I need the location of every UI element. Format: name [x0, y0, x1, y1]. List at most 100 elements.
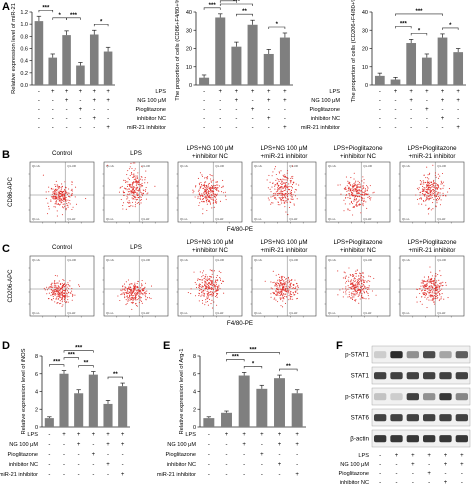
y-tick-label: 30 [186, 28, 192, 34]
flow-event [352, 284, 354, 286]
flow-event [126, 198, 128, 200]
flow-event [363, 297, 365, 299]
flow-event [364, 191, 366, 193]
flow-event [442, 281, 444, 283]
flow-event [282, 285, 284, 287]
flow-event [279, 281, 281, 283]
flow-event [133, 297, 135, 299]
flow-event [367, 288, 369, 291]
flow-event [296, 297, 298, 299]
flow-event [63, 298, 66, 300]
flow-event [139, 203, 141, 205]
condition-symbol: - [442, 125, 444, 131]
flow-event [433, 186, 435, 188]
flow-event [354, 199, 356, 201]
flow-event [61, 214, 63, 216]
y-tick-label: 1.2 [20, 10, 28, 16]
flow-event [66, 290, 69, 292]
flow-event [57, 191, 59, 193]
flow-event [56, 203, 58, 205]
flow-event [120, 294, 122, 296]
flow-event [423, 174, 425, 176]
flow-event [195, 185, 197, 187]
flow-event [45, 191, 47, 193]
flow-event [294, 288, 296, 290]
wb-condition-symbol: - [396, 480, 398, 486]
panel-label-a: A [2, 1, 10, 13]
flow-event [432, 186, 434, 188]
flow-event [136, 299, 138, 301]
flow-event [425, 191, 427, 193]
flow-event [433, 185, 435, 187]
flow-event [355, 204, 357, 206]
condition-symbol: - [66, 116, 68, 122]
flow-event [212, 284, 214, 286]
flow-event [276, 281, 278, 283]
flow-event [351, 189, 353, 192]
flow-event [426, 184, 428, 186]
flow-event [275, 284, 277, 286]
flow-event [362, 185, 364, 187]
flow-event [430, 181, 432, 183]
flow-event [430, 197, 432, 199]
condition-symbol: - [279, 472, 281, 478]
flow-event [54, 196, 56, 198]
flow-event [140, 202, 142, 204]
flow-event [209, 188, 211, 191]
significance-label: * [449, 23, 452, 29]
flow-event [354, 281, 356, 283]
flow-event [345, 186, 347, 188]
significance-label: ** [286, 364, 291, 370]
flow-event [355, 184, 357, 186]
flow-event [277, 201, 279, 203]
flow-event [61, 190, 63, 192]
flow-event [45, 197, 47, 200]
flow-event [430, 299, 432, 301]
flow-event [359, 203, 362, 205]
flow-event [199, 279, 201, 281]
flow-event [286, 191, 288, 193]
flow-event [127, 177, 129, 179]
flow-event [440, 284, 442, 286]
flow-event [142, 192, 144, 194]
quadrant-label: Q1-UL [328, 258, 337, 262]
flow-plot-frame [103, 161, 169, 223]
flow-event [204, 196, 206, 198]
flow-event [436, 295, 438, 297]
flow-event [60, 297, 62, 299]
flow-event [427, 180, 429, 182]
flow-event [281, 279, 283, 281]
flow-event [424, 284, 426, 286]
panel-label-e: E [163, 340, 170, 352]
flow-event [435, 198, 438, 201]
flow-event [358, 302, 360, 304]
condition-symbol: + [77, 442, 81, 448]
flow-event [205, 189, 207, 191]
quadrant-label: Q1-LR [363, 311, 371, 315]
flow-event [367, 295, 369, 297]
flow-event [52, 195, 54, 198]
flow-event [281, 202, 283, 204]
flow-event [356, 273, 358, 275]
flow-event [281, 287, 283, 289]
flow-event [142, 185, 144, 187]
flow-event [141, 279, 143, 282]
flow-event [447, 297, 449, 299]
significance-label: *** [232, 354, 240, 360]
flow-event [351, 194, 354, 196]
flow-event [353, 188, 355, 190]
condition-symbol: - [219, 98, 221, 104]
flow-event [198, 289, 200, 292]
flow-panel-title: Control [52, 150, 72, 157]
flow-event [353, 189, 355, 192]
flow-event [214, 194, 216, 196]
flow-event [141, 165, 143, 168]
flow-event [130, 172, 132, 174]
flow-event [132, 295, 134, 297]
flow-event [64, 206, 66, 208]
flow-event [352, 214, 354, 216]
flow-event [290, 180, 292, 182]
flow-event [422, 291, 424, 294]
flow-event [280, 283, 282, 285]
flow-event [428, 189, 430, 191]
